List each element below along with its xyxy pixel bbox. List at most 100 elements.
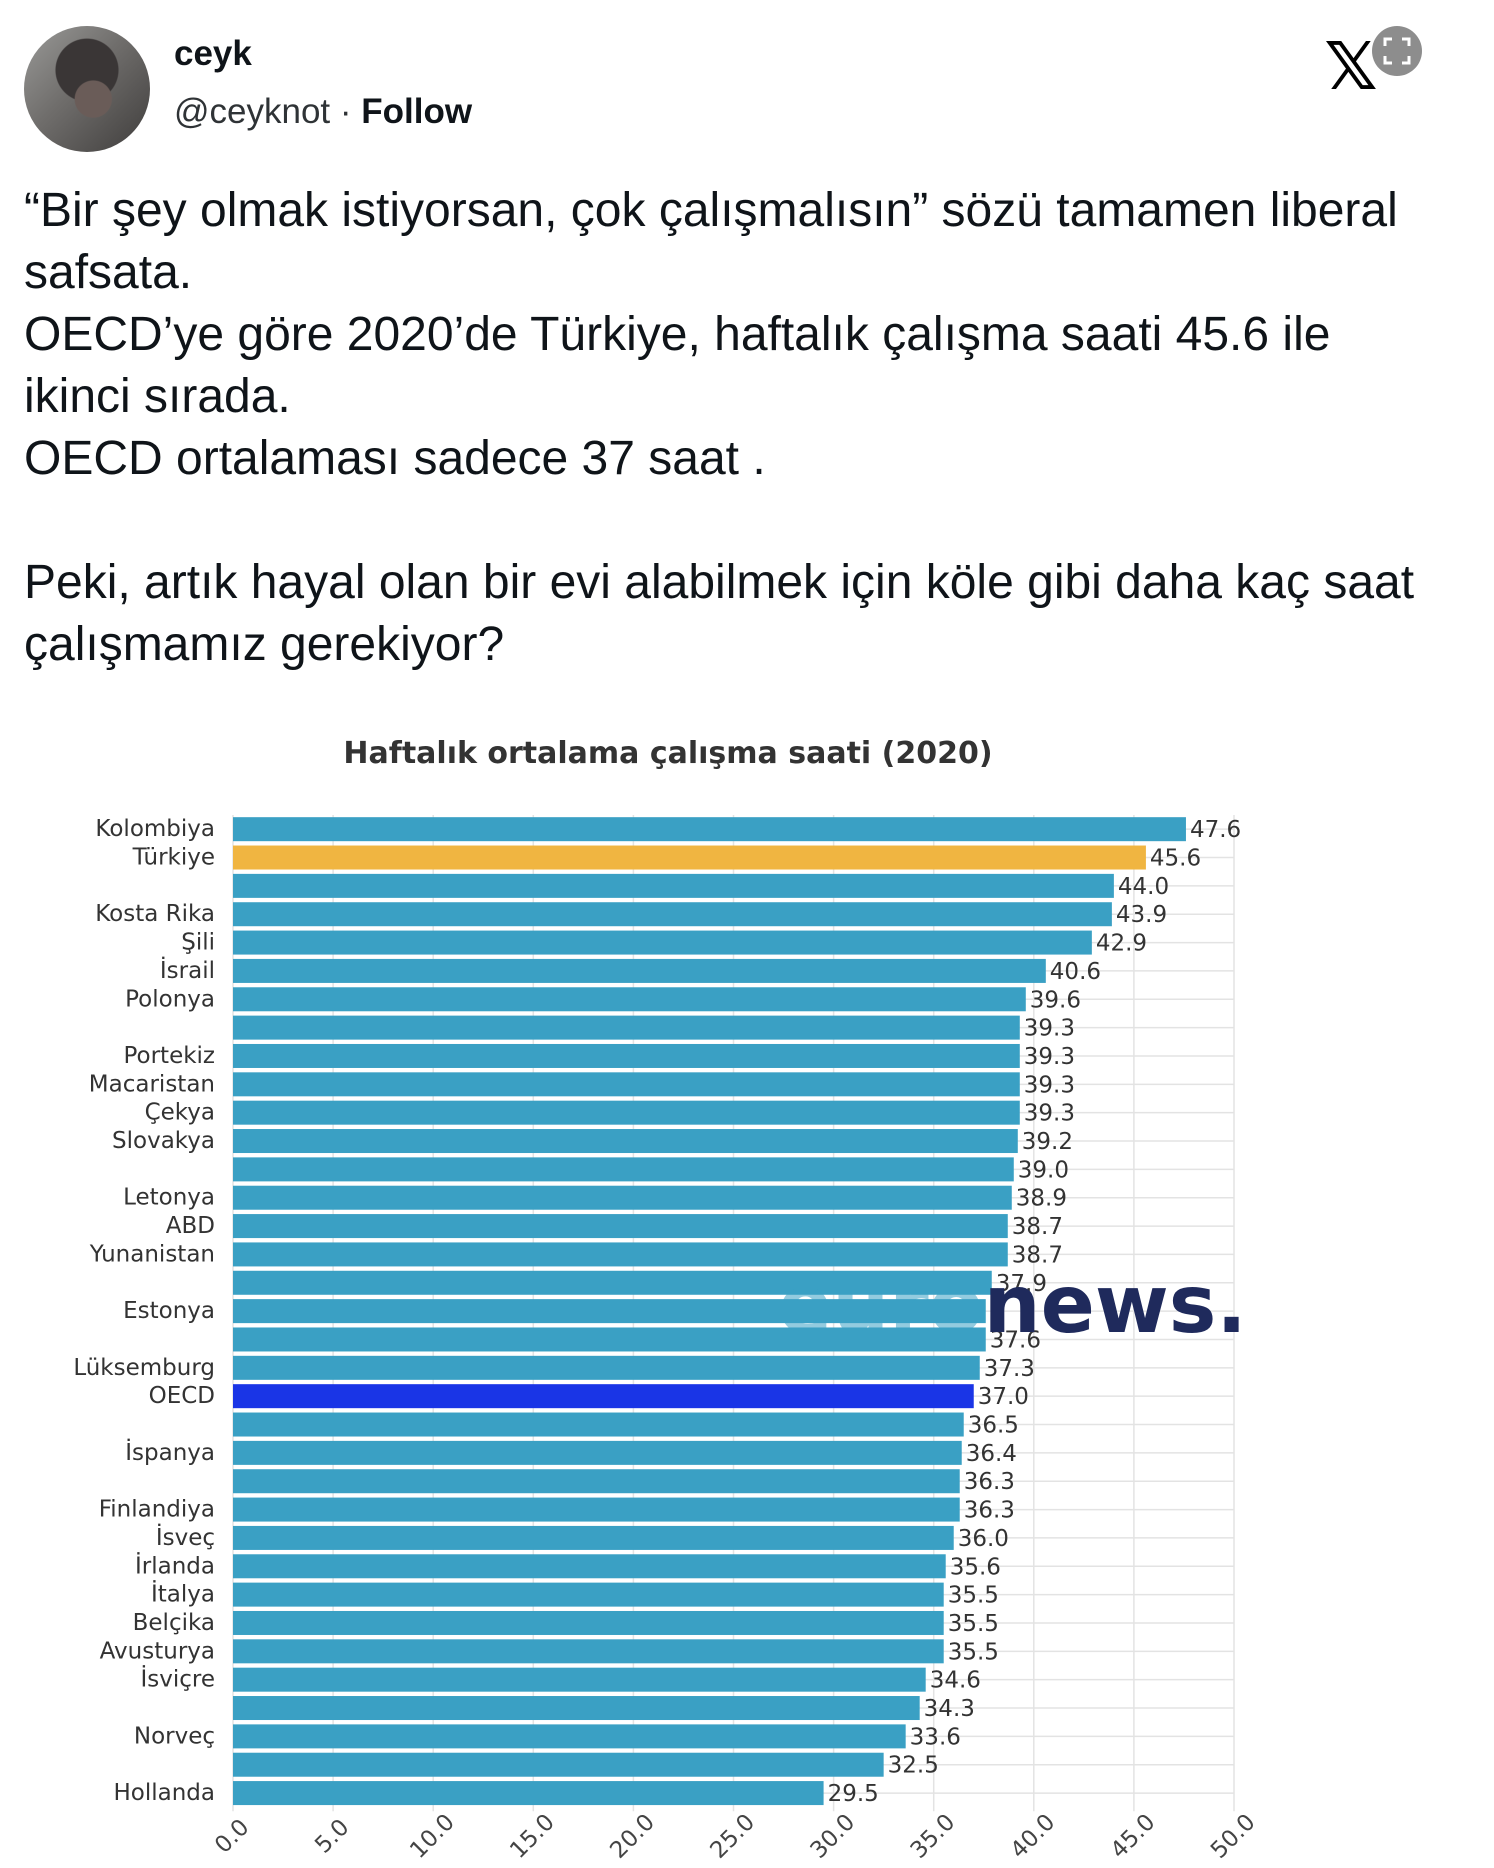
value-label: 35.5 xyxy=(948,1611,999,1637)
category-label: İrlanda xyxy=(135,1551,215,1579)
x-logo-icon[interactable]: 𝕏 xyxy=(1324,28,1378,105)
expand-icon[interactable] xyxy=(1372,26,1422,76)
bar xyxy=(233,1157,1014,1182)
category-label: İsrail xyxy=(160,956,215,984)
value-label: 37.9 xyxy=(996,1271,1047,1297)
bar xyxy=(233,1639,944,1664)
bar xyxy=(233,1610,944,1635)
bar xyxy=(233,1355,980,1380)
category-label: OECD xyxy=(149,1383,215,1409)
category-label: Portekiz xyxy=(123,1043,215,1069)
separator: · xyxy=(339,92,352,131)
x-tick-label: 15.0 xyxy=(505,1809,560,1864)
bar xyxy=(233,873,1114,898)
watermark-part2: news. xyxy=(984,1258,1247,1351)
chart-title: Haftalık ortalama çalışma saati (2020) xyxy=(343,736,992,771)
value-label: 40.6 xyxy=(1050,959,1101,985)
category-labels: Kolombiya Türkiye Kosta Rika ŞiliİsrailPolo… xyxy=(73,816,215,1806)
x-tick-label: 25.0 xyxy=(705,1809,760,1864)
category-label: Şili xyxy=(181,930,215,956)
x-tick-label: 10.0 xyxy=(405,1809,460,1864)
value-label: 35.5 xyxy=(948,1583,999,1609)
value-label: 39.3 xyxy=(1024,1044,1075,1070)
bar xyxy=(233,1667,926,1692)
value-label: 39.2 xyxy=(1022,1129,1073,1155)
x-tick-label: 0.0 xyxy=(210,1814,254,1858)
bar xyxy=(233,845,1146,870)
tweet-text: “Bir şey olmak istiyorsan, çok çalışmalı… xyxy=(24,184,1415,671)
chart-bars xyxy=(233,817,1186,1806)
value-label: 32.5 xyxy=(888,1753,939,1779)
value-label: 37.6 xyxy=(990,1327,1041,1353)
bar xyxy=(233,1412,964,1437)
value-label: 36.3 xyxy=(964,1498,1015,1524)
bar xyxy=(233,902,1112,927)
category-label: Polonya xyxy=(125,986,215,1012)
value-label: 47.6 xyxy=(1190,817,1241,843)
bar xyxy=(233,1469,960,1494)
value-label: 36.3 xyxy=(964,1469,1015,1495)
value-label: 37.0 xyxy=(978,1384,1029,1410)
bar xyxy=(233,1497,960,1522)
bar xyxy=(233,1043,1020,1068)
category-label: Belçika xyxy=(133,1610,215,1636)
bar xyxy=(233,1327,986,1352)
category-label: Hollanda xyxy=(113,1780,215,1806)
tweet-header: ceyk @ceyknot · Follow 𝕏 xyxy=(24,26,1470,156)
bar xyxy=(233,1440,962,1465)
bar xyxy=(233,1781,824,1806)
value-label: 39.3 xyxy=(1024,1072,1075,1098)
avatar[interactable] xyxy=(24,26,150,152)
x-tick-label: 5.0 xyxy=(310,1814,354,1858)
category-label: Norveç xyxy=(134,1723,215,1749)
bar xyxy=(233,1696,920,1721)
bar xyxy=(233,1525,954,1550)
bar xyxy=(233,930,1092,955)
x-tick-label: 35.0 xyxy=(906,1809,961,1864)
bar xyxy=(233,1270,992,1295)
category-label: Finlandiya xyxy=(99,1497,215,1523)
value-label: 33.6 xyxy=(910,1724,961,1750)
bar xyxy=(233,1015,1020,1040)
bar xyxy=(233,987,1026,1012)
bar xyxy=(233,1100,1020,1125)
bar xyxy=(233,958,1046,983)
value-label: 43.9 xyxy=(1116,902,1167,928)
handle[interactable]: @ceyknot xyxy=(174,92,331,131)
category-label: Letonya xyxy=(123,1185,215,1211)
x-axis-ticks: 0.0 5.0 10.0 15.0 20.0 25.0 30.0 35.0 40.0 45.0 50… xyxy=(210,1809,1260,1864)
value-label: 38.7 xyxy=(1012,1214,1063,1240)
value-label: 44.0 xyxy=(1118,874,1169,900)
category-label: Avusturya xyxy=(100,1638,215,1664)
category-label: Macaristan xyxy=(89,1071,215,1097)
value-label: 36.4 xyxy=(966,1441,1017,1467)
value-label: 39.3 xyxy=(1024,1016,1075,1042)
category-label: Estonya xyxy=(123,1298,215,1324)
category-label: Kosta Rika xyxy=(95,901,215,927)
bar xyxy=(233,1072,1020,1097)
value-label: 38.9 xyxy=(1016,1186,1067,1212)
value-label: 38.7 xyxy=(1012,1242,1063,1268)
category-label: İsviçre xyxy=(140,1665,215,1693)
bar xyxy=(233,1129,1018,1154)
value-label: 35.6 xyxy=(950,1554,1001,1580)
x-tick-label: 50.0 xyxy=(1206,1809,1261,1864)
bar xyxy=(233,1299,986,1324)
follow-button[interactable]: Follow xyxy=(361,92,473,131)
x-tick-label: 40.0 xyxy=(1006,1809,1061,1864)
value-label: 36.0 xyxy=(958,1526,1009,1552)
value-label: 45.6 xyxy=(1150,846,1201,872)
display-name[interactable]: ceyk xyxy=(174,34,252,73)
bar xyxy=(233,1554,946,1579)
watermark-part1: euro xyxy=(778,1258,984,1351)
bar xyxy=(233,1752,884,1777)
bar xyxy=(233,1724,906,1749)
category-label: Lüksemburg xyxy=(73,1355,215,1381)
value-label: 39.0 xyxy=(1018,1157,1069,1183)
value-label: 35.5 xyxy=(948,1639,999,1665)
value-label: 34.3 xyxy=(924,1696,975,1722)
bar xyxy=(233,1185,1012,1210)
category-label: Slovakya xyxy=(112,1128,215,1154)
category-label: Yunanistan xyxy=(89,1241,215,1267)
bar-chart: Haftalık ortalama çalışma saati (2020) K… xyxy=(73,736,1260,1864)
